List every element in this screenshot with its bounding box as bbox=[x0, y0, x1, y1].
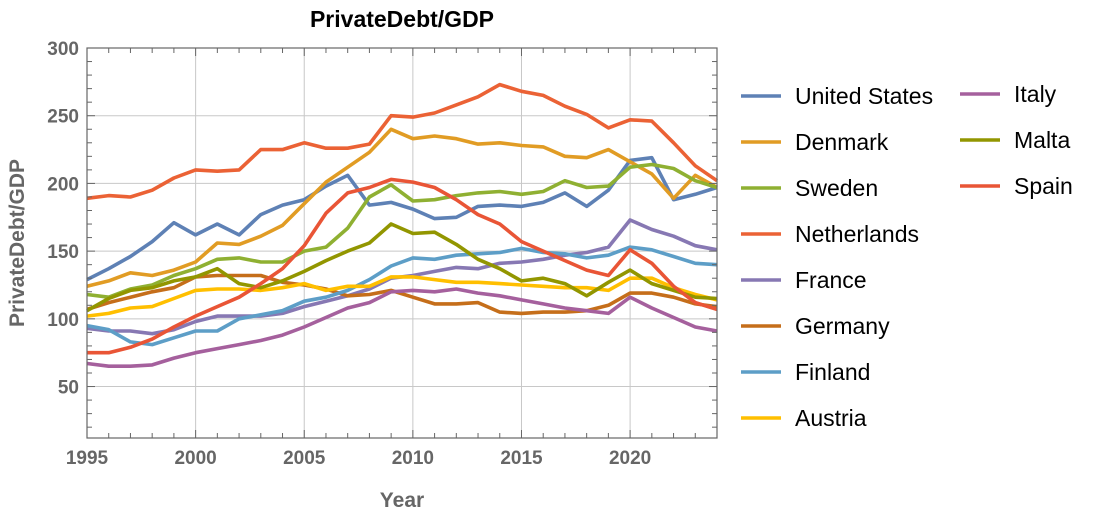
legend-item-austria: Austria bbox=[741, 405, 867, 431]
x-tick-label: 2010 bbox=[392, 448, 434, 469]
plot-frame bbox=[86, 47, 718, 439]
legend-item-france: France bbox=[741, 267, 867, 293]
y-tick-label: 300 bbox=[47, 39, 79, 60]
chart-title: PrivateDebt/GDP bbox=[310, 6, 494, 32]
legend-item-netherlands: Netherlands bbox=[741, 221, 919, 247]
x-tick-label: 2015 bbox=[500, 448, 543, 469]
x-axis-label: Year bbox=[380, 489, 424, 512]
x-tick-label: 2020 bbox=[609, 448, 651, 469]
legend-label: Spain bbox=[1014, 173, 1073, 199]
legend-label: Sweden bbox=[795, 175, 878, 201]
y-tick-label: 50 bbox=[58, 378, 79, 399]
legend-label: Finland bbox=[795, 359, 870, 385]
x-tick-label: 2005 bbox=[283, 448, 326, 469]
legend: United States Denmark Sweden Netherlands Fra… bbox=[741, 81, 1073, 431]
y-tick-label: 200 bbox=[47, 174, 79, 195]
legend-item-germany: Germany bbox=[741, 313, 890, 339]
series-line-malta bbox=[86, 222, 718, 313]
series-line-netherlands bbox=[86, 82, 719, 201]
legend-item-spain: Spain bbox=[960, 173, 1073, 199]
legend-item-sweden: Sweden bbox=[741, 175, 878, 201]
legend-label: Italy bbox=[1014, 81, 1057, 107]
series-line-sweden bbox=[86, 162, 718, 300]
axes bbox=[86, 47, 718, 439]
legend-label: Denmark bbox=[795, 129, 889, 155]
grid bbox=[87, 48, 717, 438]
series-line-finland bbox=[86, 245, 718, 347]
x-tick-label: 2000 bbox=[174, 448, 216, 469]
legend-item-finland: Finland bbox=[741, 359, 870, 385]
legend-label: Netherlands bbox=[795, 221, 919, 247]
y-tick-label: 100 bbox=[47, 310, 79, 331]
legend-label: France bbox=[795, 267, 867, 293]
series-lines bbox=[86, 82, 719, 369]
series-line-denmark bbox=[86, 127, 718, 289]
y-tick-label: 150 bbox=[47, 242, 79, 263]
legend-label: Austria bbox=[795, 405, 867, 431]
legend-label: United States bbox=[795, 83, 933, 109]
legend-item-malta: Malta bbox=[960, 127, 1070, 153]
y-axis-label: PrivateDebt/GDP bbox=[6, 159, 29, 327]
series-line-spain bbox=[87, 177, 718, 355]
legend-item-denmark: Denmark bbox=[741, 129, 889, 155]
series-line-italy bbox=[86, 287, 718, 369]
legend-label: Germany bbox=[795, 313, 890, 339]
x-tick-label: 1995 bbox=[66, 448, 109, 469]
legend-label: Malta bbox=[1014, 127, 1070, 153]
series-line-austria bbox=[86, 275, 718, 318]
y-tick-label: 250 bbox=[47, 107, 79, 128]
legend-item-italy: Italy bbox=[960, 81, 1057, 107]
legend-item-united-states: United States bbox=[741, 83, 933, 109]
tick-labels: 1995 2000 2005 2010 2015 2020 50 100 150 200 250 30… bbox=[47, 39, 651, 469]
